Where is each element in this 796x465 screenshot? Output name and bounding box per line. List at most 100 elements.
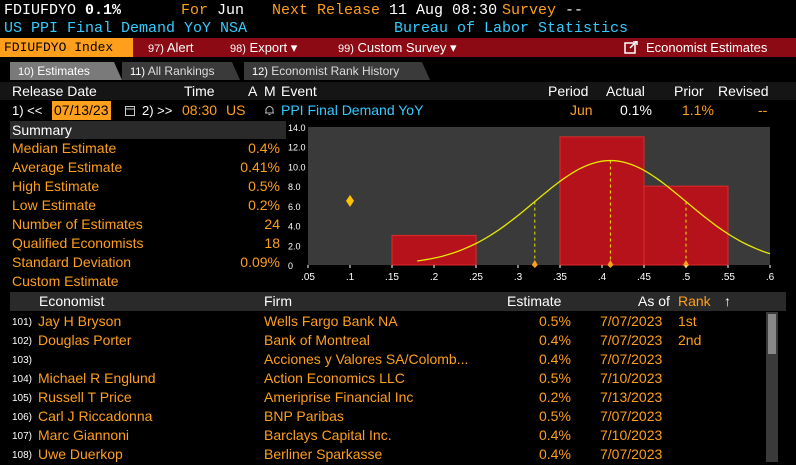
y-tick-label: 14.0 — [288, 123, 306, 133]
summary-row[interactable]: Custom Estimate — [12, 272, 284, 291]
estimate-marker — [531, 260, 538, 268]
row-index: 106) — [12, 412, 33, 423]
release-event[interactable]: PPI Final Demand YoY — [281, 102, 424, 118]
release-country: US — [226, 102, 246, 118]
summary-value: 0.4% — [248, 140, 280, 156]
economist-estimates-button[interactable]: Economist Estimates — [624, 38, 767, 57]
as-of-date: 7/07/2023 — [600, 332, 663, 348]
summary-value: 0.41% — [240, 159, 280, 175]
col-as-of[interactable]: As of — [638, 293, 670, 309]
economist-name[interactable]: Michael R Englund — [38, 370, 156, 386]
col-period: Period — [548, 83, 589, 99]
normal-curve — [417, 159, 771, 262]
firm-name[interactable]: Action Economics LLC — [264, 370, 405, 386]
table-row[interactable]: 106) Carl J Riccadonna BNP Paribas 0.5% 7/07… — [10, 407, 766, 426]
estimate-value: 0.4% — [539, 351, 571, 367]
estimate-value: 0.5% — [539, 370, 571, 386]
for-label: For — [181, 2, 209, 19]
summary-value: 24 — [264, 216, 280, 232]
release-period: Jun — [570, 102, 593, 118]
bell-icon[interactable] — [264, 101, 275, 120]
alert-button[interactable]: 97) Alert — [148, 38, 194, 57]
table-row[interactable]: 102) Douglas Porter Bank of Montreal 0.4% 7/… — [10, 331, 766, 350]
row-index: 103) — [12, 355, 33, 366]
summary-value: 0.2% — [248, 197, 280, 213]
summary-row: Average Estimate 0.41% — [12, 158, 284, 177]
table-row[interactable]: 101) Jay H Bryson Wells Fargo Bank NA 0.5% 7… — [10, 312, 766, 331]
custom-survey-button[interactable]: 99) Custom Survey ▾ — [338, 38, 457, 57]
as-of-date: 7/07/2023 — [600, 446, 663, 462]
summary-label: Low Estimate — [12, 197, 97, 213]
summary-header: Summary — [10, 121, 286, 139]
scrollbar-thumb[interactable] — [768, 314, 776, 354]
as-of-date: 7/10/2023 — [600, 427, 663, 443]
row-index: 102) — [12, 336, 33, 347]
x-tick-label: .2 — [430, 272, 439, 283]
estimate-value: 0.4% — [539, 332, 571, 348]
next-release-value: 11 Aug 08:30 — [389, 2, 498, 19]
alert-label: Alert — [166, 40, 194, 55]
for-period: For Jun — [181, 2, 244, 20]
summary-value: 18 — [264, 235, 280, 251]
economist-name[interactable]: Russell T Price — [38, 389, 132, 405]
x-tick-label: .55 — [721, 272, 735, 283]
table-row[interactable]: 103) Acciones y Valores SA/Colomb... 0.4% 7… — [10, 350, 766, 369]
firm-name[interactable]: Bank of Montreal — [264, 332, 370, 348]
col-firm[interactable]: Firm — [264, 293, 292, 309]
economist-name[interactable]: Douglas Porter — [38, 332, 132, 348]
y-tick-label: 12.0 — [288, 143, 306, 153]
row-index: 101) — [12, 317, 33, 328]
firm-name[interactable]: BNP Paribas — [264, 408, 344, 424]
table-row[interactable]: 107) Marc Giannoni Barclays Capital Inc. 0.… — [10, 426, 766, 445]
tab-economist-rank-history[interactable]: 12) Economist Rank History — [244, 62, 430, 80]
rank-value: 2nd — [678, 332, 702, 348]
economist-name[interactable]: Carl J Riccadonna — [38, 408, 153, 424]
table-row[interactable]: 105) Russell T Price Ameriprise Financial … — [10, 388, 766, 407]
y-tick-label: 4.0 — [288, 222, 301, 232]
ticker: FDIUFDYO — [4, 2, 77, 19]
economist-name[interactable]: Marc Giannoni — [38, 427, 130, 443]
tabs-row: 10) Estimates 11) All Rankings 12) Econo… — [0, 62, 796, 80]
summary-value: 0.5% — [248, 178, 280, 194]
summary-label: Number of Estimates — [12, 216, 143, 232]
firm-name[interactable]: Wells Fargo Bank NA — [264, 313, 398, 329]
firm-name[interactable]: Barclays Capital Inc. — [264, 427, 392, 443]
economist-name[interactable]: Jay H Bryson — [38, 313, 122, 329]
firm-name[interactable]: Acciones y Valores SA/Colomb... — [264, 351, 469, 367]
row-index: 105) — [12, 393, 33, 404]
col-rank[interactable]: Rank — [678, 293, 711, 309]
x-tick-label: .3 — [514, 272, 523, 283]
col-revised: Revised — [718, 83, 769, 99]
tab-num: 10) — [18, 66, 34, 78]
x-tick-label: .25 — [469, 272, 483, 283]
col-estimate[interactable]: Estimate — [507, 293, 562, 309]
export-button[interactable]: 98) Export ▾ — [230, 38, 297, 57]
as-of-date: 7/13/2023 — [600, 389, 663, 405]
economist-name[interactable]: Uwe Duerkop — [38, 446, 123, 462]
estimate-value: 0.2% — [539, 389, 571, 405]
summary-label: Average Estimate — [12, 159, 123, 175]
tab-all-rankings[interactable]: 11) All Rankings — [122, 62, 240, 80]
table-row[interactable]: 108) Uwe Duerkop Berliner Sparkasse 0.4% 7/0… — [10, 445, 766, 464]
col-release-date: Release Date — [12, 83, 97, 99]
summary-row: Median Estimate 0.4% — [12, 139, 284, 158]
estimate-value: 0.4% — [539, 427, 571, 443]
release-date-input[interactable]: 07/13/23 — [52, 101, 111, 120]
prev-release-button[interactable]: 1) << — [12, 103, 43, 118]
external-link-icon — [624, 40, 638, 54]
col-economist[interactable]: Economist — [39, 293, 105, 309]
release-prior: 1.1% — [682, 102, 714, 118]
release-header: Release Date Time A M Event Period Actua… — [0, 82, 796, 100]
firm-name[interactable]: Ameriprise Financial Inc — [264, 389, 414, 405]
tab-estimates[interactable]: 10) Estimates — [10, 62, 122, 80]
col-prior: Prior — [674, 83, 704, 99]
ticker-tab[interactable]: FDIUFDYO Index — [0, 38, 133, 57]
firm-name[interactable]: Berliner Sparkasse — [264, 446, 383, 462]
y-tick-label: 2.0 — [288, 241, 301, 251]
estimate-marker — [683, 260, 689, 268]
summary-row: High Estimate 0.5% — [12, 177, 284, 196]
calendar-icon[interactable] — [125, 101, 135, 120]
table-row[interactable]: 104) Michael R Englund Action Economics LL… — [10, 369, 766, 388]
sort-ascending-icon[interactable]: ↑ — [724, 293, 731, 309]
next-release-button[interactable]: 2) >> — [142, 103, 173, 118]
